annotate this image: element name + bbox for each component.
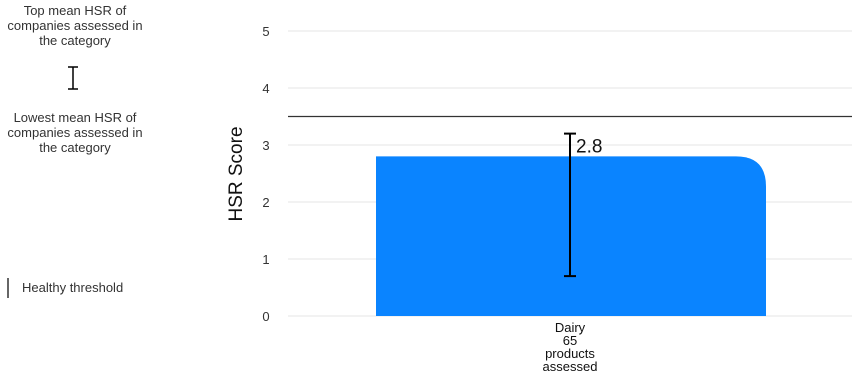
y-tick-label: 4 [262,81,269,96]
legend-low-label: Lowest mean HSR of companies assessed in… [7,110,143,155]
error-bar-legend-icon [68,66,78,90]
data-label: 2.8 [576,136,602,157]
x-tick-label: assessed [543,359,598,374]
x-tick-label: 65 [563,333,577,348]
x-tick-label: Dairy [555,320,586,335]
y-tick-label: 3 [262,138,269,153]
threshold-legend-icon [7,278,9,298]
x-tick-label: products [545,346,595,361]
y-tick-label: 0 [262,309,269,324]
legend-threshold-label: Healthy threshold [22,280,124,295]
legend: Top mean HSR of companies assessed in th… [0,0,150,387]
y-axis-label: HSR Score [226,126,247,221]
y-tick-label: 5 [262,24,269,39]
y-tick-label: 2 [262,195,269,210]
y-tick-label: 1 [262,252,269,267]
legend-top-label: Top mean HSR of companies assessed in th… [7,3,143,48]
